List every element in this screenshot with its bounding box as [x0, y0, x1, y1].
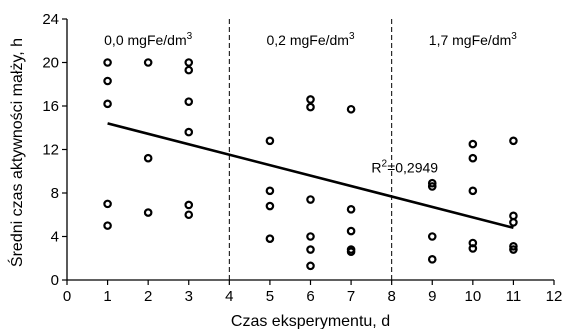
- x-tick-label: 0: [63, 288, 71, 305]
- data-point: [143, 58, 153, 67]
- data-point: [346, 205, 356, 214]
- y-axis-title: Średni czas aktywności małży, h: [7, 38, 26, 267]
- annotation-main: R: [371, 159, 381, 175]
- data-point: [184, 127, 194, 137]
- treatment-region-label: 1,7 mgFe/dm3: [429, 31, 517, 48]
- data-point: [468, 244, 478, 253]
- data-point: [184, 58, 194, 67]
- y-tick-label: 16: [42, 98, 59, 115]
- annotation-value: =0,2949: [387, 159, 438, 175]
- x-tick-label: 7: [347, 288, 355, 305]
- data-point: [265, 201, 275, 211]
- data-point: [184, 200, 194, 210]
- region-label-superscript: 3: [511, 31, 517, 42]
- data-point: [184, 65, 194, 75]
- data-point: [306, 261, 315, 271]
- data-point: [103, 199, 112, 209]
- data-point: [306, 95, 315, 104]
- region-label-main: 0,0 mgFe/dm: [104, 32, 186, 48]
- data-point: [306, 245, 315, 254]
- region-label-superscript: 3: [349, 31, 355, 42]
- data-point: [103, 99, 112, 109]
- x-tick-label: 9: [428, 288, 436, 305]
- annotation-superscript: 2: [382, 158, 388, 169]
- y-tick-label: 24: [42, 11, 59, 28]
- region-label-main: 0,2 mgFe/dm: [266, 32, 348, 48]
- region-label-superscript: 3: [187, 31, 193, 42]
- data-point: [306, 102, 315, 112]
- treatment-region-label: 0,2 mgFe/dm3: [266, 31, 354, 48]
- x-tick-label: 2: [144, 288, 152, 305]
- treatment-dividers: [228, 19, 393, 280]
- x-tick-label: 10: [464, 288, 481, 305]
- data-point: [184, 97, 194, 106]
- data-point: [427, 232, 437, 241]
- data-point: [103, 76, 112, 86]
- x-axis-title: Czas eksperymentu, d: [231, 313, 390, 329]
- y-axis-ticks: 0 4 8 12 16 20 24: [42, 11, 67, 289]
- trendline-group: [107, 122, 514, 230]
- data-point: [143, 153, 153, 163]
- x-tick-label: 4: [225, 288, 233, 305]
- x-tick-label: 3: [185, 288, 193, 305]
- x-tick-label: 6: [306, 288, 314, 305]
- x-tick-label: 11: [506, 288, 522, 305]
- r-squared-annotation: R2=0,2949: [371, 158, 438, 175]
- axis-frame: [66, 19, 554, 281]
- data-point: [509, 241, 518, 251]
- data-point: [427, 178, 437, 188]
- y-tick-label: 4: [51, 229, 59, 246]
- x-tick-label: 12: [546, 288, 563, 305]
- data-point: [427, 255, 437, 264]
- data-point: [265, 186, 275, 196]
- region-label-main: 1,7 mgFe/dm: [429, 32, 511, 48]
- data-point: [509, 136, 518, 146]
- data-point: [468, 139, 478, 149]
- data-point: [306, 195, 315, 204]
- annotation-group: R2=0,2949: [371, 158, 438, 175]
- data-point: [468, 153, 478, 163]
- data-point: [346, 247, 356, 257]
- treatment-region-label: 0,0 mgFe/dm3: [104, 31, 192, 48]
- y-tick-label: 12: [42, 142, 59, 159]
- data-points: [103, 58, 518, 271]
- data-point: [509, 218, 518, 227]
- data-point: [468, 186, 478, 196]
- trendline: [107, 122, 514, 230]
- y-tick-label: 8: [51, 185, 59, 202]
- data-point: [346, 104, 356, 114]
- data-point: [265, 136, 275, 146]
- x-tick-label: 5: [266, 288, 274, 305]
- x-tick-label: 8: [387, 288, 395, 305]
- data-point: [306, 232, 315, 241]
- y-tick-label: 20: [42, 55, 59, 72]
- data-point: [509, 245, 518, 254]
- data-point: [265, 234, 275, 243]
- y-tick-label: 0: [51, 272, 59, 289]
- data-point: [103, 58, 112, 67]
- x-tick-label: 1: [103, 288, 111, 305]
- data-point: [346, 226, 356, 236]
- axes: [66, 19, 554, 281]
- data-point: [143, 208, 153, 217]
- treatment-region-labels: 0,0 mgFe/dm3 0,2 mgFe/dm3 1,7 mgFe/dm3: [104, 31, 517, 48]
- x-axis-ticks: 0 1 2 3 4 5 6 7 8 9 10 11 12: [63, 280, 563, 305]
- data-point: [427, 182, 437, 191]
- data-point: [184, 210, 194, 220]
- data-point: [103, 221, 112, 230]
